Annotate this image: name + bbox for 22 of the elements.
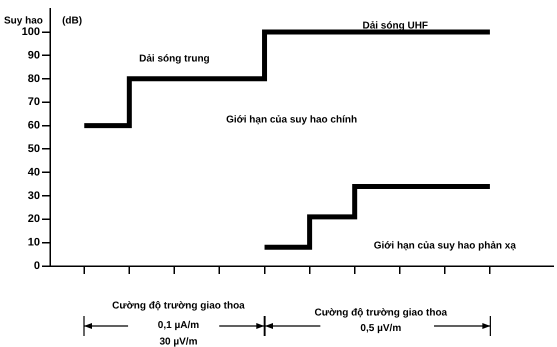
y-tick-label: 60 [28,120,40,132]
text: Cường độ trường giao thoa [314,308,448,319]
y-axis-title: Suy hao [4,16,43,27]
annotation: Dải sóng trung [139,53,210,64]
y-tick-label: 70 [28,96,40,108]
y-tick-label: 100 [22,26,40,38]
annotation: Giới hạn của suy hao phản xạ [374,240,516,252]
annotation: Dải sóng UHF [362,20,428,32]
annotation: (dB) [62,16,82,27]
y-tick-label: 20 [28,213,40,226]
text: Cường độ trường giao thoa [112,300,246,312]
y-tick-label: 40 [28,166,40,178]
y-tick-label: 90 [28,49,40,62]
text: 30 µV/m [159,336,198,347]
text: 0,1 µA/m [158,320,200,331]
y-tick-label: 30 [28,190,40,202]
y-tick-label: 80 [28,72,40,85]
text: 0,5 µV/m [360,322,402,334]
y-tick-label: 10 [28,236,40,249]
y-tick-label: 50 [28,143,40,156]
y-tick-label: 0 [34,260,40,272]
annotation: Giới hạn của suy hao chính [226,114,358,126]
